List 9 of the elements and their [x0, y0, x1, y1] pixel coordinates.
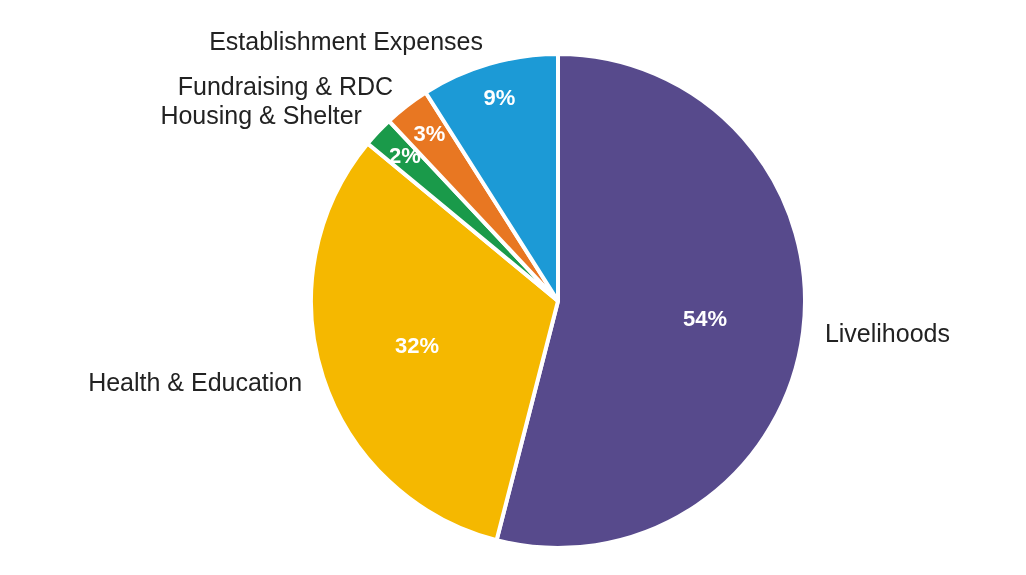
- data-label: 3%: [413, 121, 446, 147]
- slice-label: Housing & Shelter: [160, 100, 362, 129]
- slice-label: Fundraising & RDC: [177, 72, 394, 101]
- data-label: 32%: [395, 332, 440, 358]
- slice-label: Livelihoods: [824, 318, 950, 347]
- data-label: 9%: [483, 85, 516, 111]
- slice-label: Health & Education: [88, 368, 303, 397]
- slice-label: Establishment Expenses: [209, 26, 483, 55]
- data-label: 54%: [683, 305, 728, 331]
